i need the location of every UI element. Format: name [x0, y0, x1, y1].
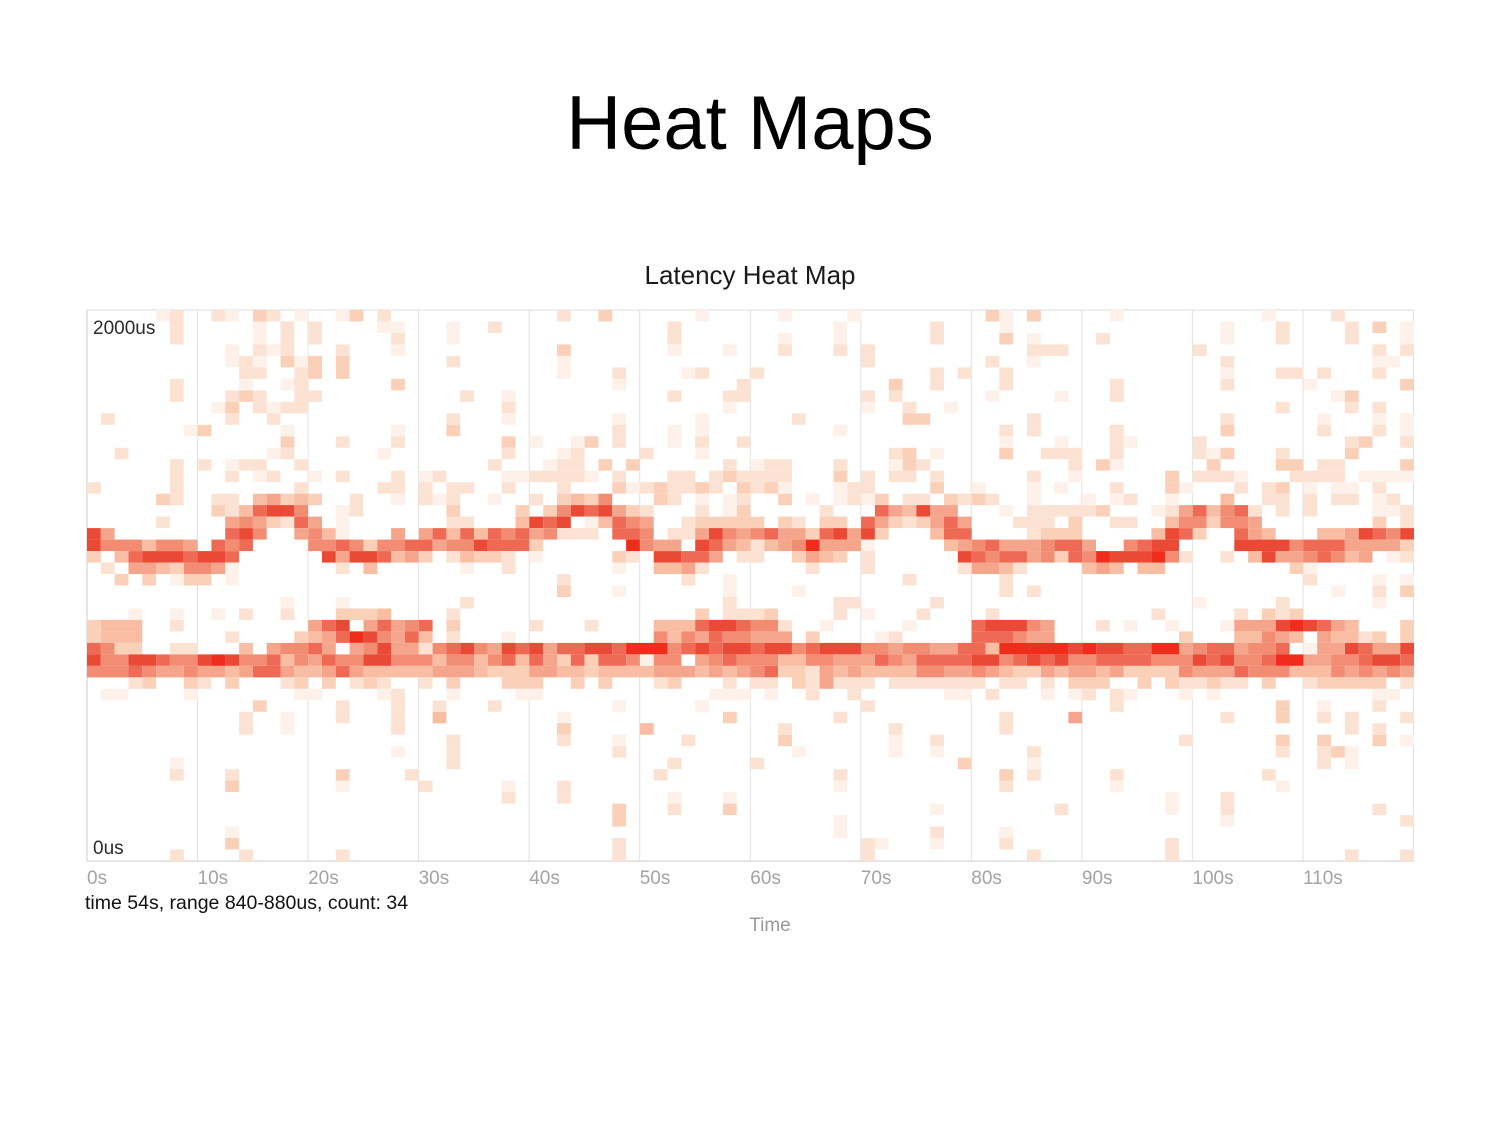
- svg-text:0us: 0us: [93, 838, 124, 859]
- svg-text:70s: 70s: [861, 868, 892, 889]
- svg-text:time 54s, range 840-880us, cou: time 54s, range 840-880us, count: 34: [85, 892, 408, 914]
- svg-text:Heat Maps: Heat Maps: [566, 81, 934, 166]
- svg-text:10s: 10s: [198, 868, 229, 889]
- svg-text:110s: 110s: [1303, 868, 1343, 889]
- svg-text:Latency Heat Map: Latency Heat Map: [644, 260, 855, 290]
- svg-text:90s: 90s: [1082, 868, 1113, 889]
- svg-text:30s: 30s: [419, 868, 450, 889]
- svg-text:0s: 0s: [87, 868, 107, 889]
- svg-text:2000us: 2000us: [93, 318, 155, 339]
- svg-text:40s: 40s: [529, 868, 560, 889]
- svg-text:50s: 50s: [640, 868, 671, 889]
- svg-text:20s: 20s: [308, 868, 339, 889]
- svg-text:80s: 80s: [971, 868, 1002, 889]
- svg-text:Time: Time: [749, 915, 791, 936]
- svg-text:60s: 60s: [750, 868, 781, 889]
- svg-text:100s: 100s: [1192, 868, 1233, 889]
